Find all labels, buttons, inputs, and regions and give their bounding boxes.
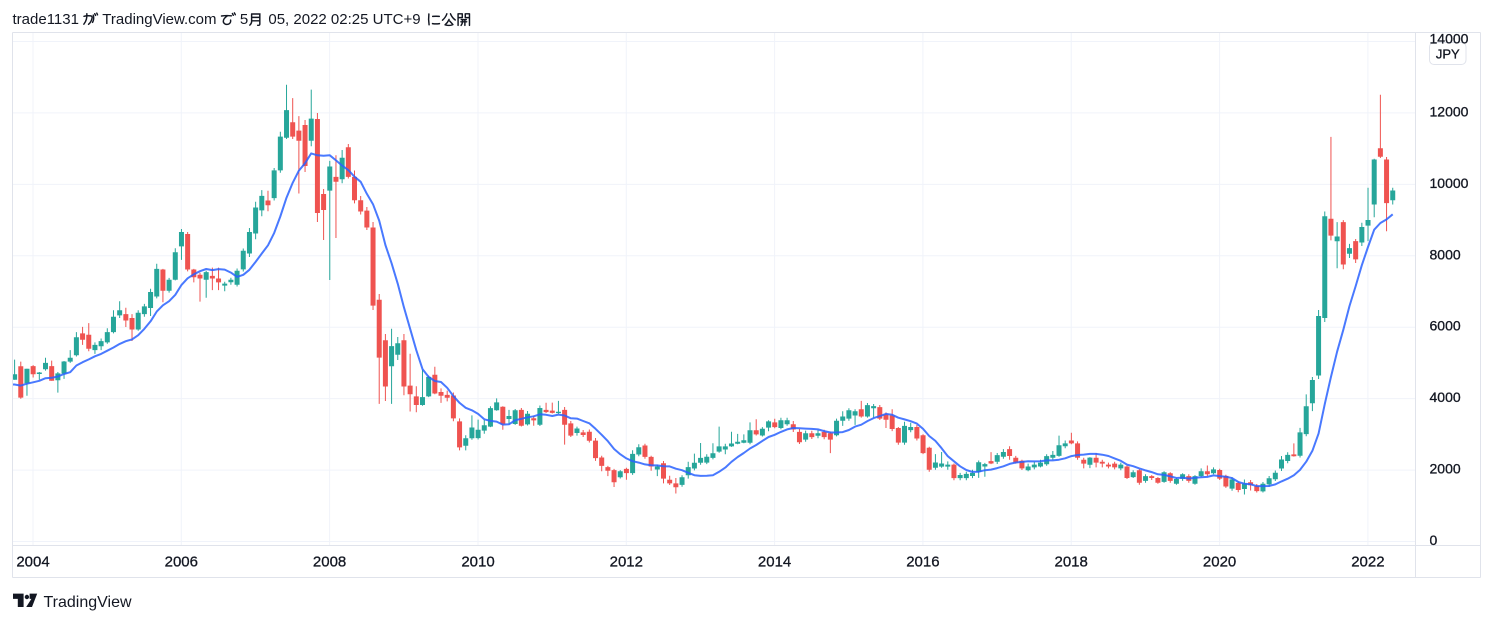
svg-text:2008: 2008 [313,554,346,571]
svg-text:2018: 2018 [1055,554,1088,571]
svg-text:TradingView: TradingView [44,594,132,611]
svg-text:2022: 2022 [1351,554,1384,571]
svg-text:10000: 10000 [1430,175,1469,191]
svg-text:0: 0 [1430,532,1438,548]
svg-text:2004: 2004 [16,554,49,571]
svg-text:trade1131: trade1131 [13,11,79,28]
svg-text:2012: 2012 [610,554,643,571]
svg-text:8000: 8000 [1430,246,1461,262]
svg-text:JPY: JPY [1436,46,1460,61]
svg-text:14000: 14000 [1430,30,1469,46]
svg-text:2000: 2000 [1430,461,1461,477]
svg-text:TradingView.com: TradingView.com [102,11,216,28]
svg-text:05, 2022 02:25 UTC+9: 05, 2022 02:25 UTC+9 [268,11,420,28]
svg-text:2016: 2016 [906,554,939,571]
svg-text:2020: 2020 [1203,554,1236,571]
svg-text:5: 5 [240,11,248,28]
svg-text:4000: 4000 [1430,389,1461,405]
svg-text:12000: 12000 [1430,103,1469,119]
svg-text:2010: 2010 [461,554,494,571]
svg-text:2014: 2014 [758,554,791,571]
svg-text:6000: 6000 [1430,318,1461,334]
svg-text:2006: 2006 [165,554,198,571]
